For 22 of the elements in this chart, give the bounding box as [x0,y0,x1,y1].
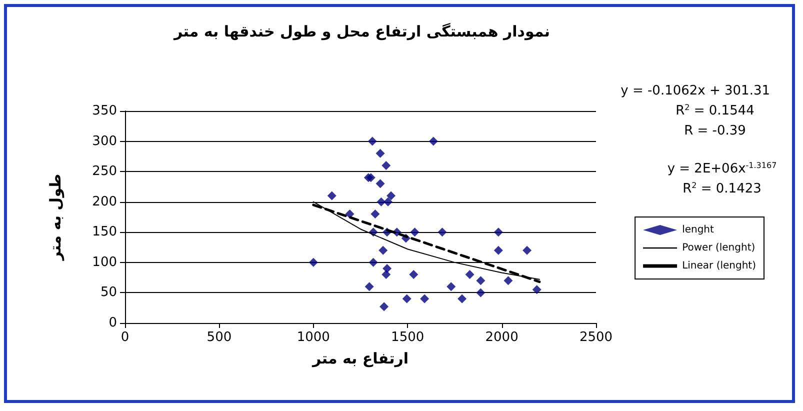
x-tick-label: 500 [206,330,232,345]
x-tick-label: 0 [120,330,130,345]
chart-title: نمودار همبستگی ارتفاع محل و طول خندقها به متر [172,22,550,40]
text: R = -0.39 [684,124,746,138]
y-tick-label: 0 [108,316,117,330]
x-tick-label: 2000 [485,330,518,345]
x-tick-label: 2500 [579,330,613,345]
x-tick-label: 1500 [391,330,424,345]
y-tick-label: 150 [92,224,117,240]
x-axis-title: ارتفاع به متر [312,350,408,368]
y-tick-label: 200 [92,194,117,210]
x-tick-label: 1000 [296,330,330,345]
y-tick-label: 300 [92,134,117,149]
legend-label: Linear (lenght) [682,260,756,272]
legend-label: lenght [682,224,714,236]
legend-label: Power (lenght) [682,242,756,254]
y-tick-label: 250 [92,164,117,180]
y-tick-label: 100 [92,254,117,270]
y-tick-label: 350 [92,104,117,118]
text: y = -0.1062x + 301.31 [620,84,770,98]
y-axis-title: طول به متر [46,174,64,262]
y-tick-label: 50 [100,285,117,300]
